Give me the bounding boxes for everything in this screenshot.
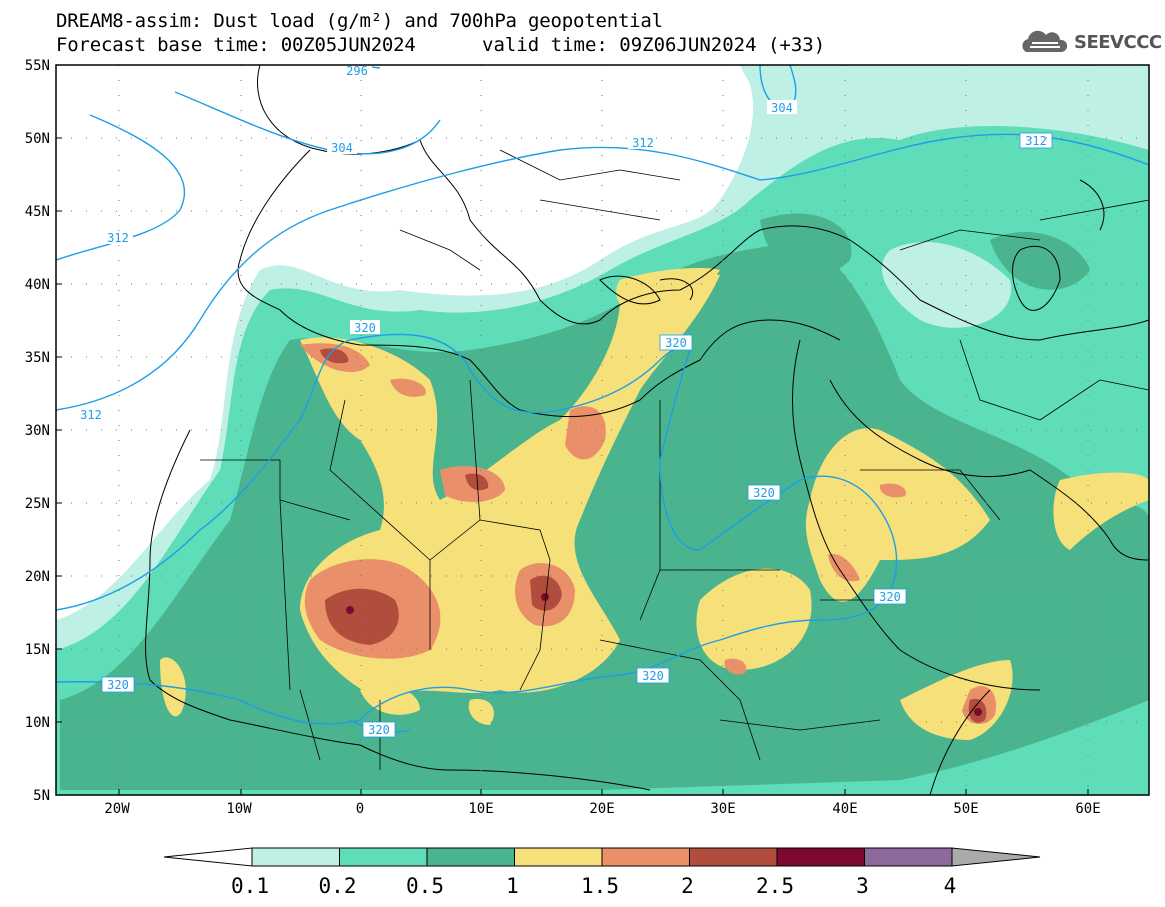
- contour-label: 312: [103, 230, 133, 245]
- svg-text:320: 320: [107, 678, 129, 692]
- geopotential-contours: [56, 65, 1149, 733]
- lat-label: 15N: [25, 642, 50, 658]
- lon-label: 0: [356, 801, 364, 817]
- lon-label: 60E: [1075, 801, 1100, 817]
- contour-labels: 296 304 312 312 312 304 312 320 320 320 …: [76, 63, 1053, 738]
- colorbar-level-label: 0.5: [406, 874, 444, 898]
- colorbar-level-label: 2.5: [756, 874, 794, 898]
- lat-ticks: [56, 64, 62, 796]
- svg-text:304: 304: [771, 101, 793, 115]
- lon-label: 20W: [104, 801, 130, 817]
- dust-load-field: [56, 65, 1149, 795]
- contour-label: 320: [747, 484, 781, 501]
- colorbar-level-label: 0.1: [231, 874, 269, 898]
- seevccc-logo: SEEVCCC: [1018, 28, 1162, 56]
- colorbar: 0.1 0.2 0.5 1 1.5 2 2.5 3 4: [163, 847, 1041, 898]
- contour-label: 320: [636, 667, 670, 684]
- map-title: DREAM8-assim: Dust load (g/m²) and 700hP…: [56, 10, 663, 32]
- valid-time: valid time: 09Z06JUN2024 (+33): [482, 34, 826, 56]
- svg-text:296: 296: [346, 64, 368, 78]
- contour-label: 320: [362, 721, 396, 738]
- contour-label: 320: [659, 334, 693, 351]
- lat-labels: 55N 50N 45N 40N 35N 30N 25N 20N 15N 10N …: [25, 58, 50, 804]
- colorbar-level-label: 0.2: [319, 874, 357, 898]
- colorbar-high-arrow: [951, 847, 1041, 867]
- forecast-base-time: Forecast base time: 00Z05JUN2024: [56, 34, 416, 56]
- colorbar-level-label: 1.5: [581, 874, 619, 898]
- colorbar-box: [689, 847, 778, 867]
- contour-label: 320: [873, 588, 907, 605]
- svg-text:312: 312: [107, 231, 129, 245]
- svg-text:320: 320: [665, 336, 687, 350]
- svg-text:312: 312: [80, 408, 102, 422]
- logo-text: SEEVCCC: [1074, 31, 1162, 53]
- svg-text:312: 312: [632, 136, 654, 150]
- contour-label: 304: [327, 140, 357, 155]
- svg-text:320: 320: [354, 321, 376, 335]
- colorbar-box: [776, 847, 865, 867]
- lat-label: 20N: [25, 569, 50, 585]
- lat-label: 40N: [25, 277, 50, 293]
- cloud-icon: [1022, 30, 1068, 52]
- contour-label: 320: [350, 320, 380, 335]
- lon-ticks: [118, 789, 1089, 795]
- contour-label: 320: [101, 676, 135, 693]
- lat-label: 30N: [25, 423, 50, 439]
- lon-label: 50E: [953, 801, 978, 817]
- contour-label: 296: [342, 63, 372, 78]
- lat-label: 25N: [25, 496, 50, 512]
- svg-text:320: 320: [879, 590, 901, 604]
- lat-label: 10N: [25, 715, 50, 731]
- colorbar-low-arrow: [163, 847, 253, 867]
- contour-label: 304: [767, 100, 797, 115]
- colorbar-box: [514, 847, 603, 867]
- lon-label: 40E: [832, 801, 857, 817]
- contour-label: 312: [1019, 132, 1053, 149]
- lon-label: 10E: [468, 801, 493, 817]
- lat-label: 5N: [33, 788, 50, 804]
- svg-text:312: 312: [1025, 134, 1047, 148]
- lat-label: 35N: [25, 350, 50, 366]
- svg-text:320: 320: [368, 723, 390, 737]
- svg-text:304: 304: [331, 141, 353, 155]
- colorbar-level-label: 4: [944, 874, 957, 898]
- colorbar-box: [339, 847, 428, 867]
- colorbar-box: [864, 847, 953, 867]
- colorbar-box: [426, 847, 515, 867]
- colorbar-box: [251, 847, 340, 867]
- contour-label: 312: [628, 135, 658, 150]
- svg-text:320: 320: [753, 486, 775, 500]
- lat-label: 50N: [25, 131, 50, 147]
- lon-labels: 20W 10W 0 10E 20E 30E 40E 50E 60E: [104, 801, 1100, 817]
- colorbar-level-label: 3: [856, 874, 869, 898]
- lon-label: 20E: [589, 801, 614, 817]
- colorbar-level-label: 2: [681, 874, 694, 898]
- lat-label: 55N: [25, 58, 50, 74]
- contour-label: 312: [76, 407, 106, 422]
- lat-label: 45N: [25, 204, 50, 220]
- svg-text:320: 320: [642, 669, 664, 683]
- colorbar-box: [601, 847, 690, 867]
- lon-label: 10W: [226, 801, 252, 817]
- lon-label: 30E: [710, 801, 735, 817]
- colorbar-level-label: 1: [506, 874, 519, 898]
